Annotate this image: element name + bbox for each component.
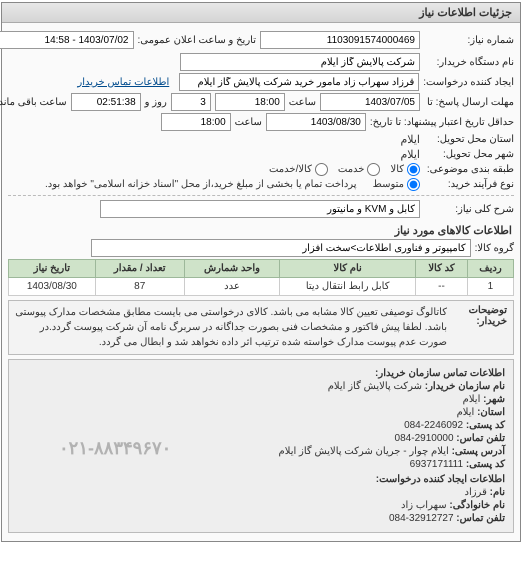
row-buyer-org: نام دستگاه خریدار: (9, 53, 515, 71)
buyer-desc-label: توضیحات خریدار: (448, 305, 508, 350)
buyer-contact-link[interactable]: اطلاعات تماس خریدار (78, 77, 170, 88)
purchase-type-radios: متوسط (374, 178, 421, 191)
radio-both-input[interactable] (316, 163, 329, 176)
table-col-header: نام کالا (281, 260, 417, 278)
table-cell: 1 (468, 278, 514, 296)
need-summary-field (101, 200, 421, 218)
table-cell: کابل رابط انتقال دیتا (281, 278, 417, 296)
contact-cphone: 32912727-084 (390, 513, 455, 524)
purchase-note: پرداخت تمام یا بخشی از مبلغ خرید،از محل … (46, 179, 358, 190)
contact-postal-label: کد پستی: (467, 420, 506, 431)
contact-city: ایلام (464, 394, 482, 405)
radio-medium-input[interactable] (408, 178, 421, 191)
buyer-desc-text: کاتالوگ توصیفی تعیین کالا مشابه می باشد.… (16, 305, 448, 350)
reply-days-label: روز و (146, 97, 168, 108)
contact-addr: ایلام چوار - جریان شرکت پالایش گاز ایلام (280, 446, 450, 457)
row-creator: ایجاد کننده درخواست: اطلاعات تماس خریدار (9, 73, 515, 91)
panel-body: شماره نیاز: تاریخ و ساعت اعلان عمومی: نا… (3, 23, 521, 541)
panel-header: جزئیات اطلاعات نیاز (3, 3, 521, 23)
contact-city-label: شهر: (484, 394, 506, 405)
details-panel: جزئیات اطلاعات نیاز شماره نیاز: تاریخ و … (2, 2, 522, 542)
purchase-type-label: نوع فرآیند خرید: (425, 179, 515, 190)
reply-date-field (321, 93, 421, 111)
subject-cat-radios: کالا خدمت کالا/خدمت (270, 163, 421, 176)
reply-days-field (172, 93, 212, 111)
reply-deadline-label: مهلت ارسال پاسخ: تا (425, 97, 515, 108)
deliver-state-value: ایلام (402, 133, 422, 146)
creator-field (180, 73, 420, 91)
radio-goods[interactable]: کالا (391, 163, 421, 176)
items-table: ردیفکد کالانام کالاواحد شمارشتعداد / مقد… (9, 259, 515, 296)
contact-fname: قرزاد (466, 487, 488, 498)
row-validity: حداقل تاریخ اعتبار پیشنهاد: تا تاریخ: سا… (9, 113, 515, 131)
contact-section-title: اطلاعات تماس سازمان خریدار: (376, 368, 506, 379)
buyer-org-field (181, 53, 421, 71)
reply-remaining-field (72, 93, 142, 111)
row-need-summary: شرح کلی نیاز: (9, 200, 515, 218)
contact-org: شرکت پالایش گاز ایلام (329, 381, 423, 392)
row-deliver-state: استان محل تحویل: ایلام (9, 133, 515, 146)
table-col-header: واحد شمارش (185, 260, 280, 278)
contact-addr-label: آدرس پستی: (453, 446, 506, 457)
table-col-header: کد کالا (417, 260, 469, 278)
contact-org-label: نام سازمان خریدار: (426, 381, 506, 392)
radio-goods-input[interactable] (408, 163, 421, 176)
validity-time-field (162, 113, 232, 131)
deliver-city-value: ایلام (402, 148, 422, 161)
validity-time-label: ساعت (236, 117, 263, 128)
radio-medium[interactable]: متوسط (374, 178, 421, 191)
deliver-city-label: شهر محل تحویل: (425, 149, 515, 160)
need-number-label: شماره نیاز: (425, 35, 515, 46)
row-reply-deadline: مهلت ارسال پاسخ: تا ساعت روز و ساعت باقی… (9, 93, 515, 111)
table-col-header: تعداد / مقدار (96, 260, 185, 278)
radio-service[interactable]: خدمت (339, 163, 382, 176)
validity-label: حداقل تاریخ اعتبار پیشنهاد: تا تاریخ: (371, 117, 515, 128)
contact-state-label: استان: (478, 407, 506, 418)
contact-lname: سهراب زاد (402, 500, 448, 511)
table-cell: -- (417, 278, 469, 296)
row-need-number: شماره نیاز: تاریخ و ساعت اعلان عمومی: (9, 29, 515, 51)
contact-postal: 2246092-084 (405, 420, 464, 431)
group-field (92, 239, 472, 257)
radio-both[interactable]: کالا/خدمت (270, 163, 329, 176)
table-cell: 1403/08/30 (10, 278, 97, 296)
creator-label: ایجاد کننده درخواست: (424, 77, 515, 88)
reply-time-label: ساعت (290, 97, 317, 108)
table-cell: 87 (96, 278, 185, 296)
contact-fname-label: نام: (491, 487, 506, 498)
contact-state: ایلام (458, 407, 476, 418)
need-summary-label: شرح کلی نیاز: (425, 204, 515, 215)
table-col-header: تاریخ نیاز (10, 260, 97, 278)
contact-cphone-label: تلفن تماس: (457, 513, 506, 524)
subject-cat-label: طبقه بندی موضوعی: (425, 164, 515, 175)
contact-pbox-label: کد پستی: (467, 459, 506, 470)
radio-service-input[interactable] (368, 163, 381, 176)
deliver-state-label: استان محل تحویل: (425, 134, 515, 145)
items-section-title: اطلاعات کالاهای مورد نیاز (11, 224, 513, 237)
row-deliver-city: شهر محل تحویل: ایلام (9, 148, 515, 161)
row-purchase-type: نوع فرآیند خرید: متوسط پرداخت تمام یا بخ… (9, 178, 515, 191)
contact-pbox: 6937171111 (411, 459, 464, 470)
separator (9, 195, 515, 196)
reply-time-field (216, 93, 286, 111)
contact-phone: 2910000-084 (396, 433, 455, 444)
public-datetime-label: تاریخ و ساعت اعلان عمومی: (139, 35, 258, 46)
buyer-org-label: نام دستگاه خریدار: (425, 57, 515, 68)
contact-phone-label: تلفن تماس: (457, 433, 506, 444)
req-creator-title: اطلاعات ایجاد کننده درخواست: (377, 474, 506, 485)
group-label: گروه کالا: (476, 243, 515, 254)
public-datetime-field (0, 31, 135, 49)
table-col-header: ردیف (468, 260, 514, 278)
row-group: گروه کالا: (9, 239, 515, 257)
table-row[interactable]: 1--کابل رابط انتقال دیتاعدد871403/08/30 (10, 278, 515, 296)
contact-lname-label: نام خانوادگی: (450, 500, 506, 511)
row-subject-cat: طبقه بندی موضوعی: کالا خدمت کالا/خدمت (9, 163, 515, 176)
watermark-phone: ۰۲۱-۸۸۳۴۹۶۷۰ (60, 438, 172, 459)
need-number-field (261, 31, 421, 49)
reply-remaining-label: ساعت باقی مانده (0, 97, 68, 108)
table-cell: عدد (185, 278, 280, 296)
contact-section: اطلاعات تماس سازمان خریدار: نام سازمان خ… (9, 359, 515, 533)
validity-date-field (267, 113, 367, 131)
buyer-desc-box: توضیحات خریدار: کاتالوگ توصیفی تعیین کال… (9, 300, 515, 355)
